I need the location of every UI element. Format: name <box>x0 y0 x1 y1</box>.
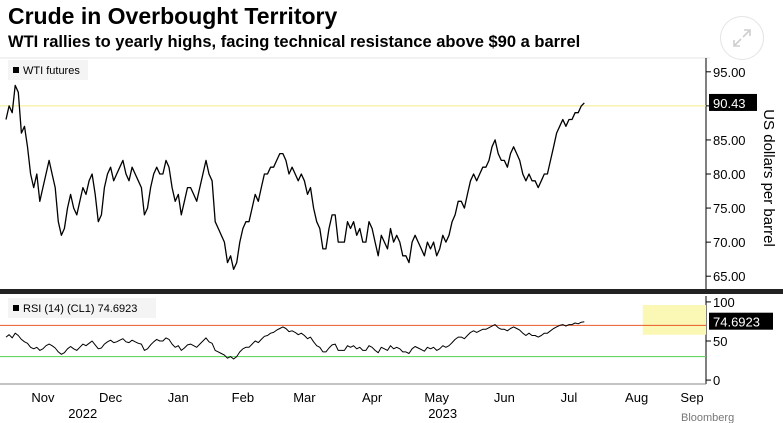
price-y-tick-label: 75.00 <box>713 201 746 216</box>
source-credit: Bloomberg <box>681 412 734 423</box>
rsi-last-value-label: 74.6923 <box>713 315 760 330</box>
price-y-tick-label: 80.00 <box>713 167 746 182</box>
x-month-label: Jan <box>168 390 189 405</box>
rsi-legend-box <box>8 298 156 318</box>
price-legend: WTI futures <box>8 60 88 80</box>
expand-arrows-icon <box>733 29 751 47</box>
price-y-axis-label: US dollars per barrel <box>760 109 777 247</box>
x-month-label: Dec <box>99 390 123 405</box>
price-y-tick-label: 85.00 <box>713 133 746 148</box>
rsi-legend-swatch <box>13 305 19 311</box>
x-axis-months: Nov Dec Jan Feb Mar Apr May Jun Jul Aug Sep <box>31 390 703 405</box>
x-year-label: 2022 <box>68 406 97 421</box>
rsi-series-line <box>5 321 585 360</box>
rsi-overbought-highlight <box>642 305 706 335</box>
price-y-tick-label: 95.00 <box>713 65 746 80</box>
x-axis-years: 2022 2023 <box>68 406 457 421</box>
rsi-y-tick-label: 100 <box>713 295 735 310</box>
rsi-last-value-tag: 74.6923 <box>709 312 773 330</box>
x-month-label: Sep <box>680 390 703 405</box>
x-year-label: 2023 <box>428 406 457 421</box>
price-legend-box <box>8 60 88 80</box>
rsi-y-tick-label: 0 <box>713 373 720 388</box>
x-month-label: Mar <box>293 390 316 405</box>
price-legend-swatch <box>13 67 19 73</box>
rsi-y-ticks: 0 50 100 <box>706 295 735 388</box>
x-month-label: Feb <box>232 390 254 405</box>
rsi-legend-label: RSI (14) (CL1) 74.6923 <box>23 303 137 315</box>
price-y-tick-label: 65.00 <box>713 269 746 284</box>
x-month-label: Aug <box>625 390 648 405</box>
x-month-label: Jul <box>561 390 578 405</box>
x-month-label: May <box>424 390 449 405</box>
price-legend-label: WTI futures <box>23 65 80 77</box>
expand-button[interactable] <box>720 16 764 60</box>
panel-divider <box>0 289 783 294</box>
price-y-tick-label: 70.00 <box>713 235 746 250</box>
x-month-label: Jun <box>494 390 515 405</box>
rsi-y-tick-label: 50 <box>713 334 727 349</box>
price-series-line <box>5 84 585 271</box>
chart-title: Crude in Overbought Territory <box>8 3 338 29</box>
x-month-label: Apr <box>362 390 383 405</box>
price-last-value-tag: 90.43 <box>709 93 757 111</box>
chart-subtitle: WTI rallies to yearly highs, facing tech… <box>8 33 581 51</box>
x-month-label: Nov <box>31 390 55 405</box>
rsi-legend: RSI (14) (CL1) 74.6923 <box>8 298 156 318</box>
price-last-value-label: 90.43 <box>713 96 746 111</box>
